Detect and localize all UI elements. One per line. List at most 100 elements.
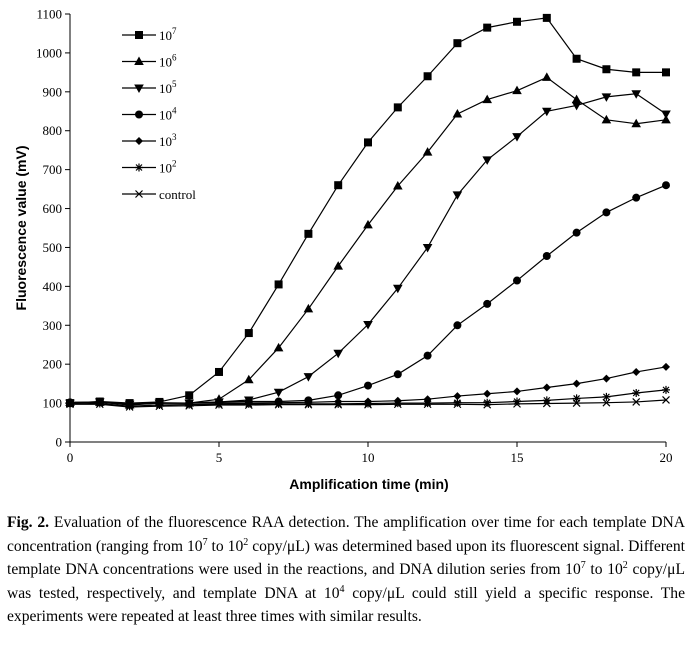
square-marker bbox=[155, 397, 164, 406]
triangle-down-marker bbox=[512, 133, 522, 142]
square-marker bbox=[542, 13, 551, 22]
circle-marker bbox=[513, 276, 521, 285]
triangle-down-marker bbox=[601, 93, 612, 102]
y-tick-label: 400 bbox=[43, 279, 63, 294]
series-line bbox=[69, 184, 667, 405]
y-tick-label: 1000 bbox=[36, 45, 62, 60]
square-marker bbox=[66, 399, 74, 408]
y-tick-label: 500 bbox=[43, 240, 63, 255]
diamond-marker bbox=[602, 374, 611, 383]
legend-label: 104 bbox=[159, 106, 177, 123]
circle-marker bbox=[393, 370, 402, 379]
triangle-down-marker bbox=[363, 320, 373, 330]
square-marker bbox=[364, 138, 372, 147]
triangle-down-marker bbox=[273, 388, 284, 398]
triangle-down-marker bbox=[393, 284, 403, 294]
triangle-up-marker bbox=[184, 398, 194, 407]
legend-label: 106 bbox=[159, 53, 177, 70]
x-tick-label: 0 bbox=[67, 450, 74, 465]
circle-marker bbox=[542, 252, 551, 261]
figure-label: Fig. 2. bbox=[7, 514, 50, 531]
caption-text: copy/μL was tested, respectively, and te… bbox=[7, 561, 685, 602]
square-marker bbox=[423, 72, 432, 81]
caption-text: to 10 bbox=[207, 537, 244, 555]
asterisk-marker bbox=[483, 398, 492, 407]
asterisk-marker bbox=[662, 385, 670, 394]
asterisk-marker bbox=[632, 388, 641, 397]
triangle-down-marker bbox=[661, 110, 671, 119]
caption-superscript: 2 bbox=[243, 536, 249, 548]
square-marker bbox=[602, 65, 611, 74]
y-tick-label: 900 bbox=[43, 84, 63, 99]
caption-text: copy/μL) was determined based upon its f… bbox=[7, 537, 685, 579]
triangle-down-marker bbox=[303, 373, 314, 382]
legend-label: 102 bbox=[159, 159, 177, 176]
triangle-up-marker bbox=[631, 118, 641, 128]
triangle-down-marker bbox=[134, 84, 144, 93]
legend-item: control bbox=[122, 187, 196, 202]
triangle-up-marker bbox=[303, 303, 314, 313]
square-marker bbox=[513, 17, 521, 26]
x-tick-label: 15 bbox=[511, 450, 524, 465]
diamond-marker bbox=[662, 362, 670, 371]
diamond-marker bbox=[542, 383, 551, 392]
y-axis-title: Fluorescence value (mV) bbox=[13, 146, 29, 311]
circle-marker bbox=[364, 381, 372, 390]
triangle-up-marker bbox=[571, 94, 582, 104]
y-tick-label: 200 bbox=[43, 357, 63, 372]
x-marker bbox=[602, 398, 611, 407]
legend-item: 107 bbox=[122, 26, 177, 43]
diamond-marker bbox=[135, 137, 143, 145]
asterisk-marker bbox=[602, 392, 611, 401]
triangle-down-marker bbox=[631, 90, 641, 99]
legend-item: 102 bbox=[122, 159, 177, 176]
series-group bbox=[65, 90, 671, 410]
square-marker bbox=[244, 329, 253, 338]
circle-marker bbox=[135, 110, 143, 119]
triangle-up-marker bbox=[601, 114, 612, 124]
triangle-up-marker bbox=[661, 114, 671, 124]
legend-label: 107 bbox=[159, 26, 177, 43]
square-marker bbox=[393, 103, 402, 112]
x-tick-label: 5 bbox=[216, 450, 223, 465]
legend-exponent: 4 bbox=[172, 106, 177, 116]
caption-text: to 10 bbox=[585, 561, 623, 578]
asterisk-marker bbox=[135, 163, 143, 172]
triangle-down-marker bbox=[422, 243, 433, 253]
legend-item: 105 bbox=[122, 79, 177, 96]
triangle-up-marker bbox=[542, 72, 552, 81]
diamond-marker bbox=[393, 396, 402, 405]
x-marker bbox=[662, 396, 670, 404]
y-tick-label: 300 bbox=[43, 318, 63, 333]
series-line bbox=[70, 76, 667, 406]
square-marker bbox=[453, 39, 462, 48]
triangle-up-marker bbox=[422, 147, 433, 156]
legend-label: control bbox=[159, 187, 196, 202]
y-tick-label: 600 bbox=[43, 201, 63, 216]
y-tick-label: 700 bbox=[43, 162, 63, 177]
square-marker bbox=[662, 68, 670, 77]
triangle-up-marker bbox=[333, 261, 343, 270]
square-marker bbox=[483, 23, 492, 32]
diamond-marker bbox=[483, 389, 492, 398]
triangle-up-marker bbox=[512, 85, 522, 95]
triangle-down-marker bbox=[571, 101, 582, 111]
caption-superscript: 7 bbox=[202, 536, 208, 548]
triangle-up-marker bbox=[214, 394, 224, 403]
diamond-marker bbox=[453, 392, 462, 401]
triangle-down-marker bbox=[452, 191, 463, 200]
triangle-down-marker bbox=[542, 107, 552, 117]
square-marker bbox=[135, 31, 143, 39]
triangle-up-marker bbox=[273, 342, 284, 352]
x-marker bbox=[632, 397, 641, 406]
diamond-marker bbox=[572, 379, 581, 388]
circle-marker bbox=[483, 299, 492, 308]
diamond-marker bbox=[423, 395, 432, 404]
x-tick-label: 10 bbox=[362, 450, 375, 465]
caption-superscript: 4 bbox=[339, 583, 345, 595]
y-tick-label: 100 bbox=[43, 396, 63, 411]
square-marker bbox=[572, 54, 581, 63]
legend-item: 106 bbox=[122, 53, 177, 70]
